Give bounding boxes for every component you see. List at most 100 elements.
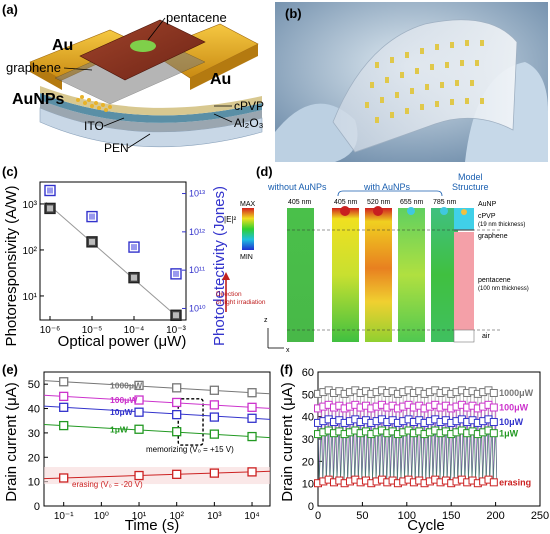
f-series-label: 100μW [499,403,529,413]
d-layer-cpvp: cPVP [478,213,496,220]
c-point-inner [47,205,53,212]
c-y2label: Photodetectivity (Jones) [211,186,228,346]
d-column-405-without [287,208,314,342]
f-point [489,478,498,487]
f-ylabel: Drain current (μA) [279,382,296,502]
f-ytick-label: 20 [302,456,314,468]
e-fit-line [43,423,271,439]
e-series-label: 10μW [110,407,134,417]
e-xtick-label: 10² [169,511,184,522]
d-model-air [453,329,475,343]
d-group-bracket [337,190,443,197]
panel-d-letter: (d) [256,164,273,179]
c-y2tick-label: 10¹¹ [189,265,205,275]
e-ytick-label: 50 [28,379,40,391]
f-xtick-label: 150 [442,510,460,522]
c-point-inner [89,238,95,245]
leader-pentacene [147,17,166,41]
d-layer-air: air [482,333,490,340]
panel-a-letter: (a) [2,2,18,17]
panel-c-chart: (c) 10⁻⁶ 10⁻⁵ 10⁻⁴ 10⁻³ 10¹ 10² 10³ 10¹⁰ 10¹¹ 10¹… [2,164,228,350]
label-au-right: Au [210,71,231,88]
c-point-inner [173,270,179,277]
e-point [134,424,144,434]
f-switch-trace [317,432,498,482]
e-plot-frame [43,371,271,507]
f-ytick-label: 0 [308,501,314,513]
e-memorizing: memorizing (V₀ = +15 V) [146,445,234,454]
e-point [209,468,220,478]
svg-text:405 nm: 405 nm [334,199,358,206]
f-xlabel: Cycle [407,517,445,534]
label-aunps: AuNPs [12,91,65,108]
c-point-inner [47,187,53,194]
e-erasing: erasing (V₀ = -20 V) [72,480,143,489]
c-ytick-label: 10¹ [23,292,38,303]
f-point [489,388,498,397]
e-point [172,383,182,393]
e-point [247,467,257,477]
c-point-inner [131,244,137,251]
leader-pen [127,133,151,149]
e-fit-line [43,394,271,409]
c-ytick-label: 10³ [23,200,38,211]
d-layer-pentacene-thk: (100 nm thickness) [478,286,529,292]
label-pen: PEN [104,141,129,155]
d-colorbar [242,208,254,250]
d-colorbar-max: MAX [240,201,256,208]
al2o3-layer [40,93,262,123]
label-al2o3: Al₂O₃ [234,116,264,130]
e-point [172,397,182,408]
d-aunp-hotspots-cyan [407,207,448,215]
e-memorizing-box [177,398,204,446]
f-ytick-label: 40 [302,412,314,424]
d-column-655 [398,208,425,342]
d-model-cpvp [454,208,474,230]
panel-e-chart: (e) 10⁻¹ 10⁰ 10¹ 10² 10³ 10⁴ 0 10 20 30 40 50 1000μW… [2,362,271,534]
f-point [489,418,498,427]
c-xlabel: Optical power (μW) [58,333,187,350]
e-xtick-label: 10⁴ [244,511,259,522]
d-column-785 [431,208,458,342]
leader-al2o3 [213,113,233,123]
d-layer-aunp: AuNP [478,201,497,208]
e-point [209,412,220,422]
c-trend-line [45,202,181,320]
e-point [134,395,144,405]
c-xtick-label: 10⁻³ [166,325,186,336]
d-column-520 [365,208,392,342]
e-point [172,427,182,437]
panel-f-letter: (f) [280,362,293,377]
e-fit-line [43,470,271,480]
d-axis-z-label: z [264,317,268,324]
au-electrode-left-side [30,62,62,90]
label-cpvp: cPVP [234,99,264,113]
d-layer-pentacene: pentacene [478,277,511,284]
f-xtick-label: 0 [315,510,321,522]
c-plot-frame [39,181,187,321]
c-xtick-label: 10⁻⁴ [124,325,145,336]
e-point [59,420,69,431]
c-point-inner [131,274,137,281]
device-array [365,40,484,123]
d-model-aunp [461,209,467,215]
d-model-title2: Structure [452,182,489,192]
f-series-label: 10μW [499,417,524,427]
f-point [489,403,498,412]
d-colorbar-min: MIN [240,254,253,261]
d-aunp-hotspots [340,206,383,216]
d-model-pentacene [454,232,474,330]
e-point [59,377,69,387]
f-series-label: erasing [499,477,531,487]
d-colorbar-label: |E|² [224,215,236,224]
svg-text:520 nm: 520 nm [367,199,391,206]
label-graphene: graphene [6,60,61,75]
e-point [172,469,182,479]
e-ylabel: Drain current (μA) [3,382,20,502]
aunps-particles [76,95,112,112]
c-y2tick-label: 10¹⁰ [189,303,206,313]
panel-e-letter: (e) [2,362,18,377]
label-au-top: Au [52,37,73,54]
pentacene-green-spot [130,40,156,52]
panel-a-device-schematic: (a) Au pentacene graphene Au AuNPs cPVP … [2,2,264,155]
